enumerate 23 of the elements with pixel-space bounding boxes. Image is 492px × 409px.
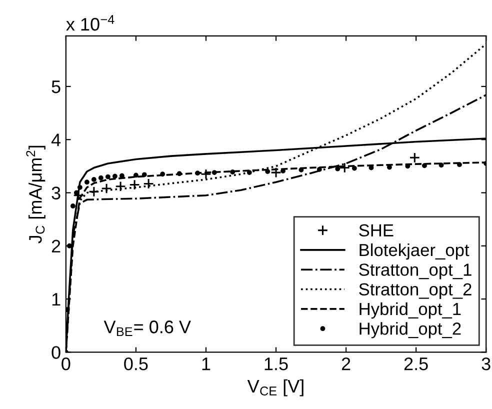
y-tick-label: 1 xyxy=(52,293,60,306)
legend-label: Stratton_opt_1 xyxy=(359,264,472,280)
text: x 10$^{−4}$ xyxy=(66,15,114,31)
annotation: V$_{BE}$= 0.6 V xyxy=(104,320,191,336)
x-tick-label: 0.5 xyxy=(124,357,148,370)
legend-label: SHE xyxy=(359,224,394,237)
x-tick-label: 1 xyxy=(202,358,210,370)
y-tick-label: 0 xyxy=(52,346,60,359)
legend-label: Hybrid_opt_2 xyxy=(360,322,461,338)
x-tick-label: 2 xyxy=(342,357,350,370)
y-tick-label: 4 xyxy=(51,134,61,146)
y-axis-title: J$_{C}$ [mA/μm$^{2}$] xyxy=(26,146,46,244)
y-tick-label: 2 xyxy=(52,240,60,252)
legend-label: Stratton_opt_2 xyxy=(359,283,472,299)
y-tick-label: 3 xyxy=(52,186,60,200)
legend-label: Hybrid_opt_1 xyxy=(360,302,461,319)
x-tick-label: 3 xyxy=(482,357,490,370)
x-tick-label: 0 xyxy=(62,357,70,370)
x-tick-label: 2.5 xyxy=(404,357,428,370)
x-tick-label: 1.5 xyxy=(264,358,288,370)
y-tick-label: 5 xyxy=(52,80,60,94)
x-axis-title: V$_{CE}$ [V] xyxy=(247,379,304,396)
legend-label: Blotekjaer_opt xyxy=(360,243,470,260)
